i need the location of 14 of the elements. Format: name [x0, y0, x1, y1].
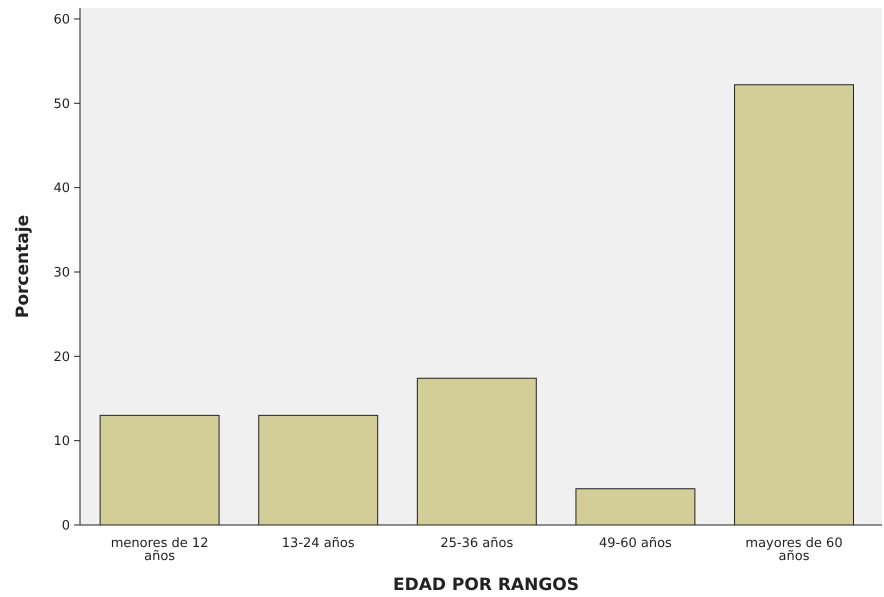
y-tick-label: 40	[53, 181, 70, 196]
x-tick-label: menores de 12 años	[110, 536, 208, 564]
x-tick-label: mayores de 60 años	[745, 536, 843, 564]
y-tick-label: 10	[53, 434, 70, 450]
y-tick-label: 60	[53, 12, 70, 28]
y-tick-label: 0	[62, 518, 70, 534]
x-tick-label: 13-24 años	[282, 536, 355, 551]
x-tick-label: 25-36 años	[440, 536, 514, 551]
y-tick-label: 50	[53, 96, 70, 112]
y-axis-title: Porcentaje	[13, 214, 33, 318]
x-axis-title: EDAD POR RANGOS	[393, 575, 579, 595]
y-tick-label: 30	[53, 266, 70, 281]
x-tick-label: 49-60 años	[598, 536, 672, 551]
y-tick-label: 20	[53, 350, 70, 365]
